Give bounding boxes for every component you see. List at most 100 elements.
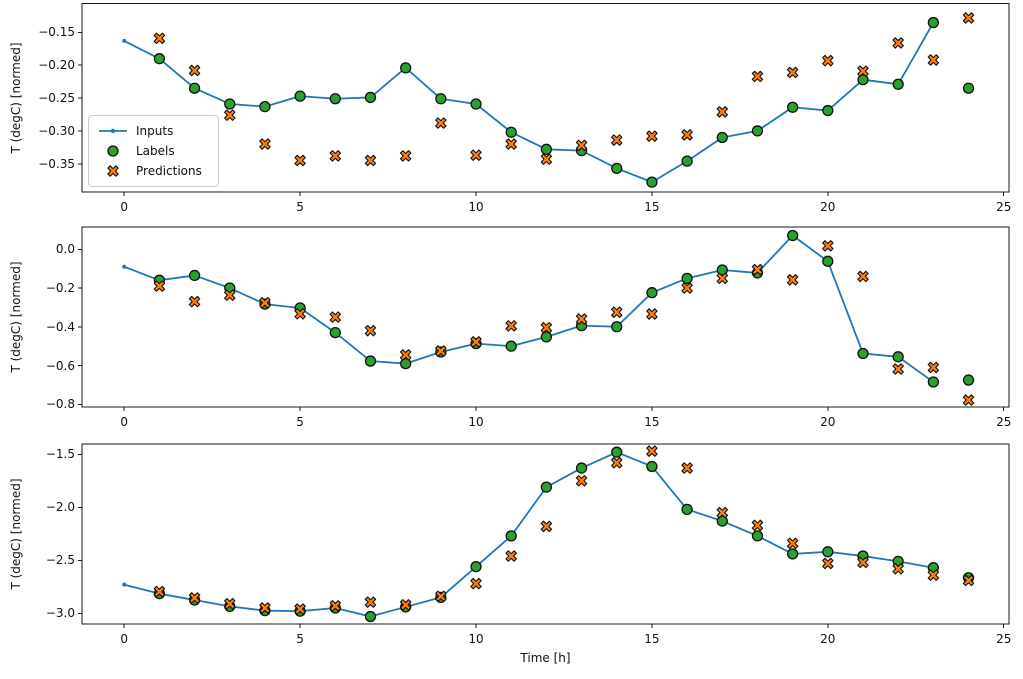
prediction-point bbox=[435, 117, 447, 129]
prediction-point bbox=[294, 603, 306, 615]
prediction-point bbox=[505, 320, 517, 332]
label-point bbox=[188, 82, 201, 94]
prediction-point bbox=[610, 457, 623, 469]
legend-label-labels: Labels bbox=[136, 144, 175, 158]
label-point bbox=[611, 162, 623, 175]
x-tick-label: 0 bbox=[120, 415, 129, 429]
prediction-point bbox=[610, 306, 623, 319]
x-tick-label: 20 bbox=[820, 415, 836, 429]
label-point bbox=[611, 446, 623, 458]
x-axis-label: Time [h] bbox=[520, 651, 571, 665]
x-tick-label: 10 bbox=[468, 632, 484, 646]
label-point bbox=[786, 101, 799, 113]
inputs-line-subplot-3 bbox=[123, 451, 935, 618]
label-point bbox=[822, 104, 834, 117]
label-point bbox=[470, 561, 482, 573]
prediction-point bbox=[259, 297, 271, 309]
label-point bbox=[822, 255, 834, 267]
y-axis-label-middle: T (degC) [normed] bbox=[9, 261, 23, 373]
label-point bbox=[786, 229, 799, 242]
label-point bbox=[646, 460, 658, 473]
input-point bbox=[122, 38, 127, 43]
prediction-point bbox=[575, 313, 588, 325]
prediction-point bbox=[962, 12, 975, 24]
labels-marker-icon bbox=[107, 145, 119, 157]
x-tick-label: 25 bbox=[996, 200, 1012, 214]
inputs-line-subplot-2 bbox=[123, 234, 935, 383]
legend: Inputs Labels Predictions bbox=[88, 115, 219, 187]
label-point bbox=[611, 321, 623, 333]
prediction-point bbox=[927, 569, 940, 581]
y-tick-label: −2.0 bbox=[45, 500, 75, 515]
inputs-line-subplot-1 bbox=[123, 21, 935, 184]
prediction-point bbox=[822, 54, 834, 67]
label-point bbox=[540, 331, 553, 343]
prediction-point bbox=[259, 138, 271, 150]
prediction-point bbox=[259, 602, 271, 614]
prediction-point bbox=[329, 600, 342, 612]
legend-item-labels: Labels bbox=[98, 141, 210, 161]
y-axis-label-bottom: T (degC) [normed] bbox=[9, 478, 23, 590]
label-point bbox=[505, 126, 517, 138]
prediction-point bbox=[294, 154, 306, 167]
label-point bbox=[540, 143, 553, 155]
label-point bbox=[927, 16, 940, 29]
x-tick-label: 15 bbox=[644, 632, 660, 646]
axes-box-subplot-1 bbox=[81, 3, 1010, 193]
prediction-point bbox=[153, 280, 166, 292]
prediction-point bbox=[399, 599, 412, 611]
prediction-point bbox=[786, 66, 799, 79]
x-tick-label: 25 bbox=[996, 415, 1012, 429]
y-tick-label: −0.8 bbox=[45, 397, 75, 412]
prediction-point bbox=[364, 324, 377, 337]
prediction-point bbox=[399, 150, 412, 162]
label-point bbox=[962, 374, 975, 386]
prediction-point bbox=[681, 462, 693, 474]
label-point bbox=[681, 272, 693, 284]
prediction-point bbox=[294, 308, 306, 320]
prediction-point bbox=[716, 272, 729, 285]
label-point bbox=[892, 78, 904, 90]
label-point bbox=[153, 53, 166, 65]
prediction-point bbox=[681, 282, 693, 294]
prediction-point bbox=[751, 70, 764, 83]
label-point bbox=[505, 530, 517, 542]
label-point bbox=[927, 376, 940, 388]
prediction-point bbox=[188, 592, 201, 604]
prediction-point bbox=[892, 363, 904, 375]
y-tick-label: −0.4 bbox=[45, 319, 75, 334]
prediction-point bbox=[927, 54, 940, 66]
x-tick-label: 5 bbox=[296, 415, 304, 429]
prediction-point bbox=[962, 394, 975, 406]
prediction-point bbox=[224, 598, 236, 610]
y-axis-label-top: T (degC) [normed] bbox=[9, 42, 23, 154]
prediction-point bbox=[646, 445, 658, 457]
prediction-point bbox=[575, 475, 588, 487]
prediction-point bbox=[892, 37, 904, 49]
prediction-point bbox=[540, 322, 553, 334]
label-point bbox=[681, 503, 693, 516]
y-tick-label: −1.5 bbox=[45, 447, 75, 462]
label-point bbox=[962, 82, 975, 94]
x-tick-label: 10 bbox=[468, 200, 484, 214]
inputs-line-icon bbox=[99, 128, 127, 134]
prediction-point bbox=[470, 336, 482, 348]
y-tick-label: −0.6 bbox=[45, 358, 75, 373]
y-tick-label: −2.5 bbox=[45, 553, 75, 568]
label-point bbox=[505, 340, 517, 352]
prediction-point bbox=[822, 557, 834, 570]
input-point bbox=[122, 264, 127, 269]
label-point bbox=[329, 326, 341, 339]
label-point bbox=[646, 287, 658, 299]
label-point bbox=[259, 100, 271, 113]
legend-item-predictions: Predictions bbox=[98, 161, 210, 181]
y-tick-label: −0.30 bbox=[38, 123, 75, 138]
x-tick-label: 15 bbox=[644, 200, 660, 214]
legend-item-inputs: Inputs bbox=[98, 121, 210, 141]
label-point bbox=[716, 131, 728, 144]
prediction-point bbox=[927, 361, 940, 374]
prediction-point bbox=[188, 64, 201, 77]
x-tick-label: 15 bbox=[644, 415, 660, 429]
prediction-point bbox=[505, 138, 517, 150]
prediction-point bbox=[224, 289, 236, 301]
